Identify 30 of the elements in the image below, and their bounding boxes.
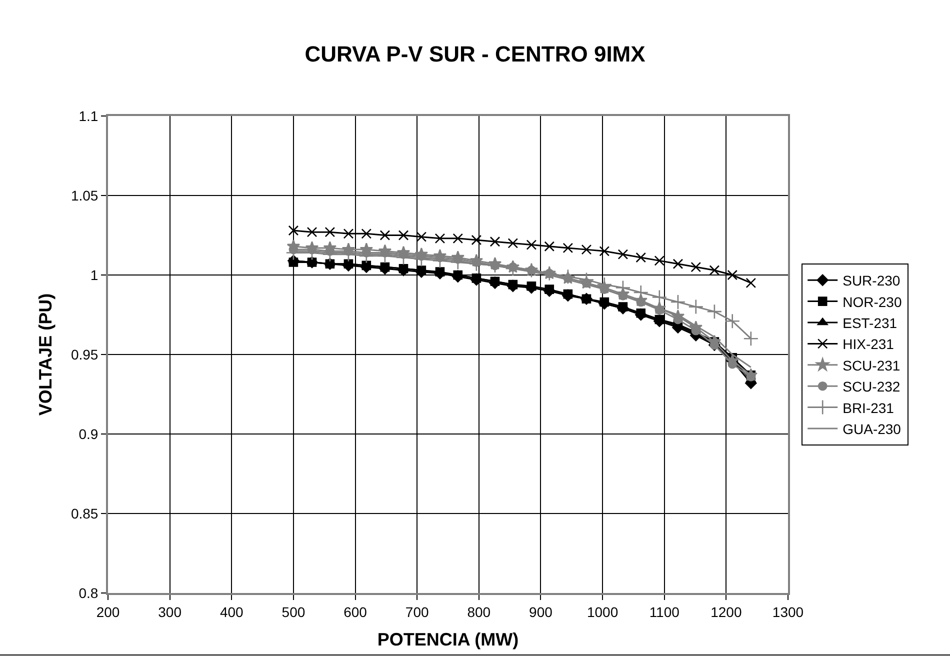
legend-label: NOR-230 (842, 294, 902, 310)
y-tick-label: 0.9 (78, 426, 98, 442)
x-tick-label: 1200 (710, 604, 742, 620)
x-tick-label: 400 (220, 604, 244, 620)
y-tick-label: 0.95 (70, 346, 98, 362)
legend-label: SCU-231 (842, 357, 900, 374)
x-tick-label: 1100 (649, 604, 680, 620)
y-tick-label: 0.8 (78, 584, 98, 601)
x-tick-label: 800 (467, 604, 491, 620)
y-tick-label: 0.85 (70, 505, 98, 522)
x-tick-label: 600 (344, 604, 368, 620)
x-tick-label: 1000 (586, 604, 618, 620)
legend-label: HIX-231 (842, 336, 894, 352)
x-tick-label: 700 (405, 604, 429, 620)
x-axis-title: POTENCIA (MW) (377, 629, 519, 650)
y-tick-label: 1 (90, 266, 98, 283)
legend-label: GUA-230 (842, 420, 902, 437)
legend-label: BRI-231 (842, 400, 894, 416)
legend-label: SCU-232 (842, 378, 900, 395)
y-axis-title: VOLTAJE (PU) (36, 293, 56, 416)
y-tick-label: 1.05 (70, 187, 98, 204)
x-tick-label: 300 (158, 604, 182, 620)
legend-label: SUR-230 (842, 272, 900, 289)
x-tick-label: 900 (529, 604, 553, 620)
x-tick-label: 500 (282, 604, 306, 620)
legend-label: EST-231 (842, 314, 898, 331)
chart-title: CURVA P-V SUR - CENTRO 9IMX (304, 41, 646, 66)
y-tick-label: 1.1 (78, 108, 98, 124)
x-tick-label: 1300 (772, 604, 804, 620)
x-tick-label: 200 (96, 604, 120, 620)
